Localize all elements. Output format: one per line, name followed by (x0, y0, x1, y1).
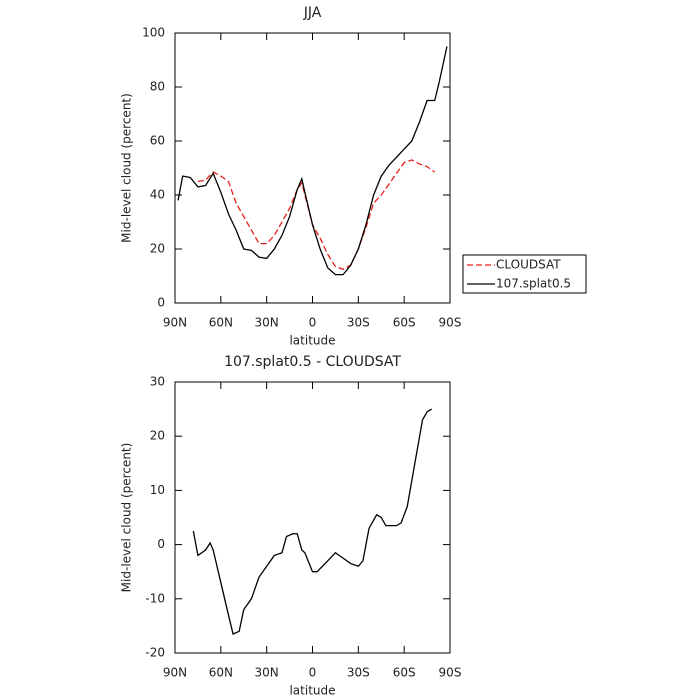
x-tick-label: 60N (209, 666, 233, 680)
plot-frame (174, 32, 451, 304)
plot-frame (174, 381, 451, 654)
x-tick-label: 60S (393, 316, 416, 330)
y-tick-label: 0 (157, 537, 165, 551)
x-tick-label: 30S (347, 316, 370, 330)
x-tick-label: 90N (163, 316, 187, 330)
y-tick-label: -20 (145, 646, 165, 660)
y-tick-label: 20 (150, 242, 165, 256)
x-axis-label: latitude (289, 334, 335, 348)
x-axis-label: latitude (289, 684, 335, 698)
x-tick-label: 0 (309, 666, 317, 680)
x-tick-label: 30N (255, 316, 279, 330)
x-tick-label: 0 (309, 316, 317, 330)
x-tick-label: 90N (163, 666, 187, 680)
x-tick-label: 60N (209, 316, 233, 330)
y-tick-label: 100 (142, 26, 165, 40)
chart-title: JJA (303, 5, 322, 21)
y-axis-label: Mid-level cloud (percent) (120, 93, 134, 243)
chart-title: 107.splat0.5 - CLOUDSAT (224, 354, 401, 370)
y-tick-label: 80 (150, 80, 165, 94)
series-line (197, 159, 436, 270)
x-tick-label: 90S (439, 316, 462, 330)
y-tick-label: 30 (150, 375, 165, 389)
x-tick-label: 30S (347, 666, 370, 680)
y-tick-label: 10 (150, 483, 165, 497)
series-line (192, 408, 432, 635)
y-tick-label: 60 (150, 134, 165, 148)
y-tick-label: 0 (157, 296, 165, 310)
legend-label: 107.splat0.5 (496, 277, 571, 291)
x-tick-label: 30N (255, 666, 279, 680)
y-tick-label: -10 (145, 591, 165, 605)
legend-label: CLOUDSAT (496, 258, 561, 272)
series-line (177, 46, 448, 276)
y-tick-label: 40 (150, 188, 165, 202)
y-axis-label: Mid-level cloud (percent) (120, 443, 134, 593)
x-tick-label: 60S (393, 666, 416, 680)
y-tick-label: 20 (150, 429, 165, 443)
x-tick-label: 90S (439, 666, 462, 680)
legend-box (462, 254, 587, 294)
